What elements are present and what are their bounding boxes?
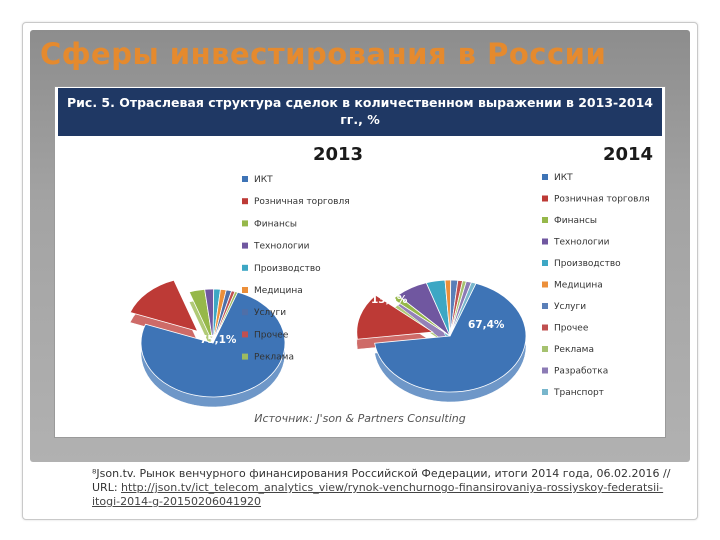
legend-swatch (542, 217, 548, 223)
legend-label: Медицина (554, 281, 603, 291)
legend-label: Розничная торговля (554, 195, 650, 205)
legend-label: Услуги (554, 302, 586, 312)
pie-chart-2014: 2014 67,4% 13,5% ИКТ Розничная торговля Финан… (356, 144, 653, 403)
pie-slice-Розничная торговля (356, 294, 434, 340)
legend-label: Розничная торговля (254, 197, 350, 207)
legend-swatch (242, 331, 248, 338)
legend-label: Реклама (554, 345, 594, 355)
legend-label: Финансы (254, 219, 297, 229)
legend-label: Реклама (254, 353, 294, 363)
data-label: 13,5% (371, 294, 408, 306)
legend-label: Прочее (254, 330, 289, 340)
figure-caption-bar: Рис. 5. Отраслевая структура сделок в ко… (58, 88, 662, 136)
legend-label: Финансы (554, 216, 597, 226)
chart-title-2013: 2013 (313, 144, 363, 165)
footnote-link[interactable]: http://json.tv/ict_telecom_analytics_vie… (92, 481, 664, 508)
footnote-text: ⁸Json.tv. Рынок венчурного финансировани… (92, 467, 671, 480)
slide-title: Сферы инвестирования в России (40, 37, 607, 71)
footnote: ⁸Json.tv. Рынок венчурного финансировани… (92, 467, 682, 509)
legend-label: Производство (254, 264, 321, 274)
footnote-url-line: URL: http://json.tv/ict_telecom_analytic… (92, 481, 682, 509)
pie-slice-ИКТ (374, 282, 527, 393)
legend-swatch (242, 353, 248, 360)
figure-caption: Рис. 5. Отраслевая структура сделок в ко… (67, 95, 653, 127)
legend-label: ИКТ (554, 173, 573, 183)
legend-swatch (542, 303, 548, 309)
pie-slice-Розничная торговля (129, 279, 199, 332)
chart-title-2014: 2014 (603, 144, 653, 165)
legend-swatch (242, 176, 248, 182)
footnote-url-prefix: URL: (92, 481, 122, 494)
legend-label: Транспорт (553, 388, 604, 398)
legend-swatch (542, 174, 548, 180)
legend-swatch (242, 309, 248, 316)
legend-swatch (242, 287, 248, 293)
legend-swatch (542, 260, 548, 266)
pie-slice-Транспорт (449, 281, 477, 337)
legend-label: Прочее (554, 324, 589, 334)
pie-slice-Реклама (212, 291, 239, 344)
legend-swatch (542, 346, 548, 352)
pie-charts-figure: 2013 75,1% 14,0% ИКТ Розничная торговля Финан… (84, 144, 653, 425)
legend-swatch (242, 242, 248, 249)
pie-chart-2013: 2013 75,1% 14,0% ИКТ Розничная торговля Финан… (84, 144, 363, 408)
data-label: 14,0% (84, 271, 121, 283)
legend-label: Медицина (254, 286, 303, 296)
legend-swatch (242, 198, 248, 205)
data-label: 75,1% (200, 334, 237, 346)
legend-swatch (242, 264, 248, 271)
legend-label: Производство (554, 259, 621, 269)
legend-swatch (542, 281, 548, 288)
legend-swatch (542, 367, 548, 374)
legend-swatch (542, 324, 548, 331)
legend-label: Разработка (554, 367, 608, 377)
legend-label: Технологии (553, 238, 610, 248)
pie-slice-ИКТ (140, 291, 286, 398)
legend-swatch (542, 195, 548, 202)
legend-label: ИКТ (254, 175, 273, 185)
legend-swatch (542, 238, 548, 245)
legend-label: Услуги (254, 308, 286, 318)
data-label: 67,4% (468, 319, 505, 331)
legend-swatch (242, 220, 248, 227)
chart-layer: 2013 75,1% 14,0% ИКТ Розничная торговля Финан… (84, 144, 653, 408)
legend-swatch (542, 389, 548, 395)
chart-source: Источник: J'son & Partners Consulting (254, 412, 466, 425)
legend-label: Технологии (253, 242, 310, 252)
